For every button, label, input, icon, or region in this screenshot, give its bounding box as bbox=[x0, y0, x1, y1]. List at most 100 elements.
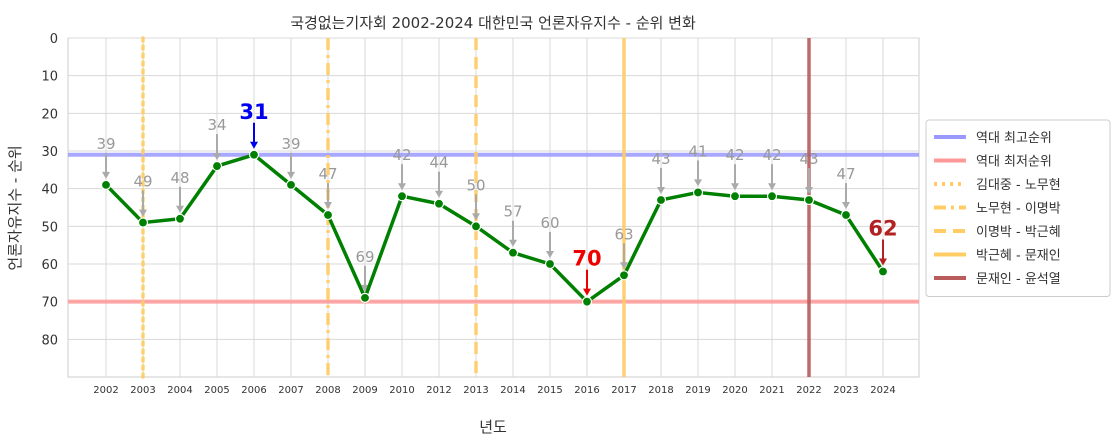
data-point-2010 bbox=[396, 191, 408, 202]
data-label-2007: 39 bbox=[281, 135, 300, 153]
y-tick-label-10: 10 bbox=[41, 70, 58, 85]
x-tick-label-2019: 2019 bbox=[685, 385, 710, 396]
arrow-head-2017 bbox=[620, 262, 628, 270]
arrow-head-2005 bbox=[213, 153, 221, 161]
arrow-head-2018 bbox=[657, 186, 665, 194]
data-label-2015: 60 bbox=[540, 214, 559, 232]
x-tick-label-2004: 2004 bbox=[167, 385, 192, 396]
data-labels: 39 49 48 34 31 39 47 69 42 44 50 57 60 70 63 43 41 42 42 43… bbox=[96, 100, 897, 271]
legend-label-1: 역대 최저순위 bbox=[976, 155, 1052, 170]
data-label-2013: 50 bbox=[466, 176, 485, 194]
data-point-2021 bbox=[766, 191, 778, 202]
data-label-2016: 70 bbox=[572, 247, 601, 271]
legend-label-3: 노무현 - 이명박 bbox=[976, 202, 1061, 217]
legend-box bbox=[925, 119, 1111, 297]
x-tick-label-2008: 2008 bbox=[315, 385, 340, 396]
data-label-2018: 43 bbox=[651, 150, 670, 168]
rank-series bbox=[100, 149, 889, 307]
y-tick-label-80: 80 bbox=[41, 333, 58, 348]
data-point-2004 bbox=[174, 213, 186, 224]
data-label-2003: 49 bbox=[133, 173, 152, 191]
data-arrows bbox=[102, 122, 887, 296]
arrow-head-2008 bbox=[324, 202, 332, 210]
data-point-2013 bbox=[470, 221, 482, 232]
data-label-2006: 31 bbox=[239, 100, 268, 124]
x-tick-label-2018: 2018 bbox=[648, 385, 673, 396]
plot-grid bbox=[67, 37, 920, 378]
x-tick-label-2006: 2006 bbox=[241, 385, 266, 396]
arrow-head-2006 bbox=[250, 141, 258, 149]
x-tick-label-2007: 2007 bbox=[278, 385, 303, 396]
data-label-2020: 42 bbox=[725, 146, 744, 164]
data-point-2020 bbox=[729, 191, 741, 202]
data-point-2008 bbox=[322, 209, 334, 221]
y-tick-label-20: 20 bbox=[41, 107, 58, 122]
x-tick-label-2024: 2024 bbox=[870, 385, 895, 396]
data-point-2016 bbox=[581, 296, 593, 307]
x-tick-label-2015: 2015 bbox=[537, 385, 562, 396]
x-tick-label-2021: 2021 bbox=[759, 385, 784, 396]
chart-title: 국경없는기자회 2002-2024 대한민국 언론자유지수 - 순위 변화 bbox=[290, 14, 696, 32]
data-label-2023: 47 bbox=[836, 165, 855, 183]
arrow-head-2009 bbox=[361, 284, 369, 292]
arrow-head-2016 bbox=[583, 288, 591, 296]
data-label-2017: 63 bbox=[614, 225, 633, 243]
data-label-2004: 48 bbox=[170, 169, 189, 187]
data-label-2008: 47 bbox=[318, 165, 337, 183]
arrow-head-2024 bbox=[879, 258, 887, 266]
arrow-head-2022 bbox=[805, 186, 813, 194]
data-label-2014: 57 bbox=[503, 203, 522, 221]
legend-label-5: 박근혜 - 문재인 bbox=[976, 249, 1061, 264]
y-tick-label-60: 60 bbox=[41, 258, 58, 273]
y-tick-label-30: 30 bbox=[41, 145, 58, 160]
x-tick-label-2012: 2012 bbox=[426, 385, 451, 396]
y-tick-label-0: 0 bbox=[50, 32, 58, 47]
arrow-head-2021 bbox=[768, 183, 776, 191]
x-tick-label-2020: 2020 bbox=[722, 385, 747, 396]
x-tick-label-2009: 2009 bbox=[352, 385, 377, 396]
arrow-head-2004 bbox=[176, 205, 184, 213]
x-tick-label-2003: 2003 bbox=[130, 385, 155, 396]
data-point-2017 bbox=[618, 270, 630, 281]
data-point-2006 bbox=[248, 149, 260, 160]
data-label-2021: 42 bbox=[762, 146, 781, 164]
data-point-2002 bbox=[100, 179, 112, 190]
x-tick-label-2014: 2014 bbox=[500, 385, 525, 396]
x-axis-label: 년도 bbox=[479, 418, 507, 436]
data-point-2015 bbox=[544, 258, 556, 270]
arrow-head-2019 bbox=[694, 179, 702, 187]
data-point-2003 bbox=[137, 217, 149, 228]
y-tick-label-40: 40 bbox=[41, 183, 58, 198]
arrow-head-2015 bbox=[546, 251, 554, 258]
data-point-2007 bbox=[285, 179, 297, 190]
arrow-head-2002 bbox=[102, 171, 110, 179]
x-tick-label-2005: 2005 bbox=[204, 385, 229, 396]
x-tick-label-2017: 2017 bbox=[611, 385, 636, 396]
data-label-2019: 41 bbox=[688, 142, 707, 160]
x-tick-label-2002: 2002 bbox=[93, 385, 118, 396]
data-point-2024 bbox=[877, 266, 889, 277]
rank-line bbox=[104, 153, 885, 304]
data-point-2005 bbox=[211, 160, 223, 172]
data-point-2019 bbox=[692, 187, 704, 198]
data-point-2023 bbox=[840, 209, 852, 221]
legend-label-4: 이명박 - 박근혜 bbox=[976, 225, 1061, 240]
data-label-2002: 39 bbox=[96, 135, 115, 153]
legend-label-2: 김대중 - 노무현 bbox=[976, 178, 1061, 193]
data-label-2005: 34 bbox=[207, 116, 226, 134]
x-tick-label-2013: 2013 bbox=[463, 385, 488, 396]
data-label-2024: 62 bbox=[868, 217, 897, 241]
arrow-head-2014 bbox=[509, 239, 517, 247]
data-point-2022 bbox=[803, 194, 815, 206]
axes: 0 10 20 30 40 50 60 70 80 2002 2003 2004 2005 2006 200… bbox=[41, 32, 895, 396]
legend-label-6: 문재인 - 윤석열 bbox=[976, 272, 1061, 287]
arrow-head-2010 bbox=[398, 183, 406, 191]
arrow-head-2007 bbox=[287, 171, 295, 179]
arrow-head-2013 bbox=[472, 213, 480, 221]
data-label-2009: 69 bbox=[355, 248, 374, 266]
data-point-2012 bbox=[433, 198, 445, 209]
arrow-head-2003 bbox=[139, 209, 147, 217]
y-tick-label-70: 70 bbox=[41, 296, 58, 311]
